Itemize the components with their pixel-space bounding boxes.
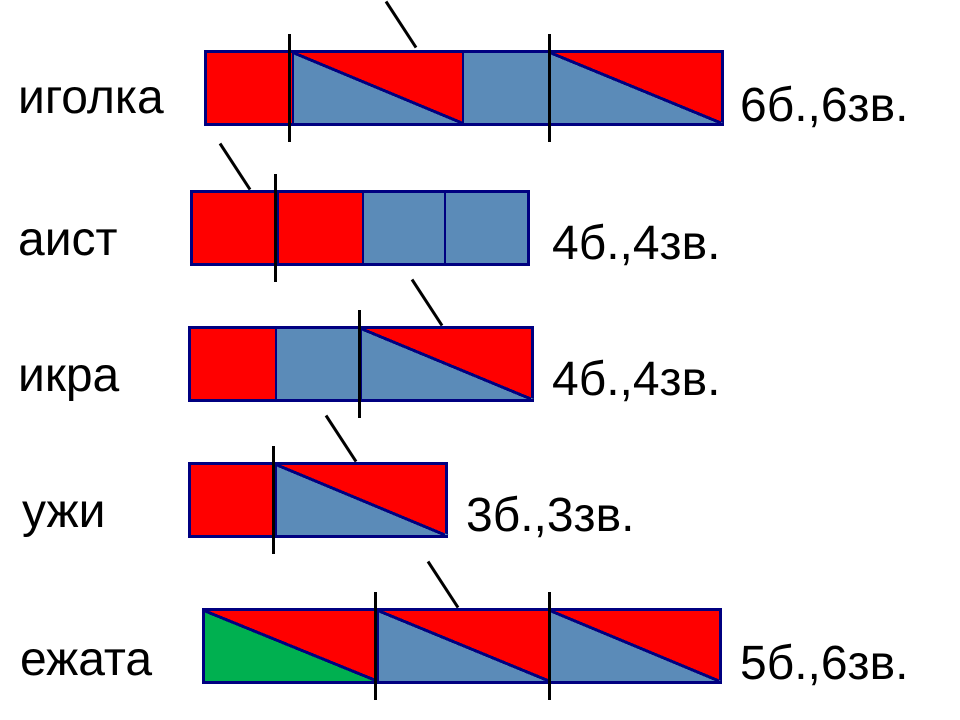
cell-diagonal <box>551 611 719 681</box>
scheme-cell <box>462 53 549 123</box>
cell-diagonal <box>362 329 531 399</box>
stress-mark <box>411 279 444 327</box>
syllable-divider <box>548 34 551 142</box>
sound-scheme <box>204 50 724 126</box>
scheme-cell <box>275 329 360 399</box>
scheme-cell <box>362 193 445 263</box>
scheme-cell <box>444 193 527 263</box>
cell-diagonal <box>379 611 549 681</box>
syllable-divider <box>274 174 277 282</box>
sound-scheme <box>202 608 722 684</box>
scheme-cell <box>191 329 275 399</box>
syllable-divider <box>288 34 291 142</box>
word-label: ужи <box>22 484 105 539</box>
stress-mark <box>325 415 358 463</box>
count-label: 3б.,3зв. <box>466 488 634 543</box>
cell-diagonal <box>277 465 445 535</box>
scheme-cell <box>549 611 719 681</box>
syllable-divider <box>548 592 551 700</box>
count-label: 5б.,6зв. <box>740 636 908 691</box>
cell-diagonal <box>551 53 721 123</box>
scheme-cell <box>205 611 377 681</box>
word-label: аист <box>18 212 118 267</box>
sound-scheme <box>188 462 448 538</box>
stress-mark <box>219 143 252 191</box>
count-label: 4б.,4зв. <box>552 352 720 407</box>
scheme-cell <box>549 53 721 123</box>
scheme-cell <box>360 329 531 399</box>
scheme-cell <box>275 465 445 535</box>
syllable-divider <box>374 592 377 700</box>
word-label: ежата <box>20 632 152 687</box>
scheme-cell <box>191 465 275 535</box>
scheme-cell <box>193 193 277 263</box>
count-label: 6б.,6зв. <box>740 78 908 133</box>
sound-scheme <box>190 190 530 266</box>
cell-diagonal <box>205 611 377 681</box>
sound-scheme <box>188 326 534 402</box>
syllable-divider <box>358 310 361 418</box>
scheme-cell <box>377 611 549 681</box>
syllable-divider <box>272 446 275 554</box>
word-label: икра <box>18 348 119 403</box>
stress-mark <box>427 561 460 609</box>
count-label: 4б.,4зв. <box>552 216 720 271</box>
scheme-cell <box>292 53 462 123</box>
word-label: иголка <box>18 70 164 125</box>
stress-mark <box>385 1 418 49</box>
scheme-cell <box>207 53 292 123</box>
scheme-cell <box>277 193 361 263</box>
cell-diagonal <box>294 53 462 123</box>
